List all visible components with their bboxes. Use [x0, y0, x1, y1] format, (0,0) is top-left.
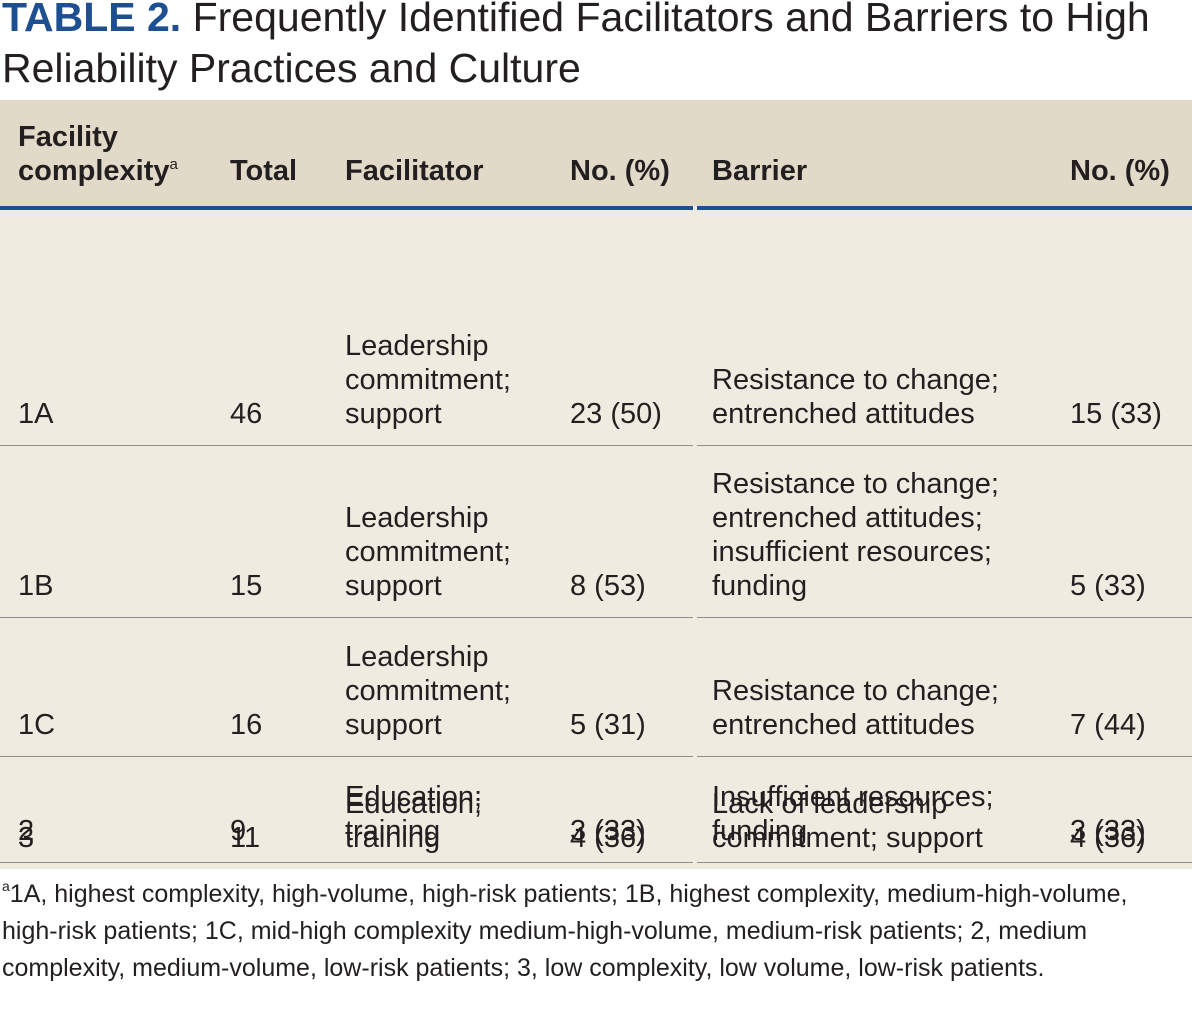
cell-facility-complexity: 1B [18, 570, 54, 602]
footnote-marker: a [2, 878, 10, 894]
cell-facilitator: Leadership commitment; support [345, 641, 511, 741]
row-divider [697, 445, 1192, 446]
header-facility-complexity: Facility complexitya [18, 120, 178, 188]
table-row: 3 11 Education; training 4 (36) Lack of lead… [0, 788, 1192, 869]
cell-facility-complexity: 2 [18, 815, 35, 847]
row-divider [697, 617, 1192, 618]
header-facilitator-count: No. (%) [570, 155, 670, 187]
cell-barrier: Resistance to change; entrenched attitud… [712, 364, 999, 430]
cell-facilitator: Education; training [345, 781, 483, 847]
cell-facilitator-count: 5 (31) [570, 709, 646, 741]
cell-barrier: Insufficient resources; funding [712, 781, 994, 847]
cell-barrier-count: 15 (33) [1070, 398, 1162, 430]
cell-facility-complexity: 3 [18, 822, 35, 854]
cell-facilitator: Education; training [345, 788, 483, 854]
row-divider [697, 756, 1192, 757]
header-facility-line2: complexity [18, 155, 170, 187]
table-header: Facility complexitya Total Facilitator N… [0, 100, 1192, 206]
table-row: 1A 46 Leadership commitment; support 23 (50… [0, 210, 1192, 445]
table-title: TABLE 2. Frequently Identified Facilitat… [2, 0, 1187, 94]
header-footnote-marker: a [169, 156, 178, 173]
cell-facilitator: Leadership commitment; support [345, 502, 511, 602]
row-divider [0, 756, 693, 757]
table-row: 1B 15 Leadership commitment; support 8 (53)… [0, 446, 1192, 617]
cell-barrier-count: 5 (33) [1070, 570, 1146, 602]
data-table: Facility complexitya Total Facilitator N… [0, 100, 1192, 869]
cell-barrier: Resistance to change; entrenched attitud… [712, 468, 999, 602]
cell-barrier-count: 7 (44) [1070, 709, 1146, 741]
row-divider [0, 862, 693, 863]
cell-barrier-count: 4 (36) [1070, 822, 1146, 854]
table-footnote: a1A, highest complexity, high-volume, hi… [2, 876, 1187, 987]
cell-total: 9 [230, 815, 247, 847]
table-label: TABLE 2. [2, 0, 182, 40]
header-facility-line1: Facility [18, 121, 118, 153]
cell-facilitator-count: 23 (50) [570, 398, 662, 430]
cell-facilitator-count: 4 (36) [570, 822, 646, 854]
cell-total: 11 [230, 822, 261, 854]
header-barrier: Barrier [712, 155, 808, 187]
header-rule-left [0, 206, 693, 210]
header-rule-right [697, 206, 1192, 210]
cell-total: 46 [230, 398, 263, 430]
row-divider [0, 617, 693, 618]
table-row: 1C 16 Leadership commitment; support 5 (31)… [0, 618, 1192, 756]
footnote-text: 1A, highest complexity, high-volume, hig… [2, 880, 1128, 982]
cell-total: 16 [230, 709, 263, 741]
cell-barrier: Lack of leadership commitment; support [712, 788, 983, 854]
table-title-text: Frequently Identified Facilitators and B… [2, 0, 1150, 91]
cell-facility-complexity: 1A [18, 398, 54, 430]
header-barrier-count: No. (%) [1070, 155, 1170, 187]
header-total: Total [230, 155, 298, 187]
cell-barrier-count: 3 (33) [1070, 815, 1146, 847]
header-facilitator: Facilitator [345, 155, 484, 187]
cell-facilitator: Leadership commitment; support [345, 330, 511, 430]
row-divider [697, 862, 1192, 863]
cell-facilitator-count: 8 (53) [570, 570, 646, 602]
cell-barrier: Resistance to change; entrenched attitud… [712, 675, 999, 741]
cell-facility-complexity: 1C [18, 709, 56, 741]
cell-total: 15 [230, 570, 263, 602]
table-row: 2 9 Education; training 3 (33) Insufficient … [0, 757, 1192, 862]
row-divider [0, 445, 693, 446]
cell-facilitator-count: 3 (33) [570, 815, 646, 847]
